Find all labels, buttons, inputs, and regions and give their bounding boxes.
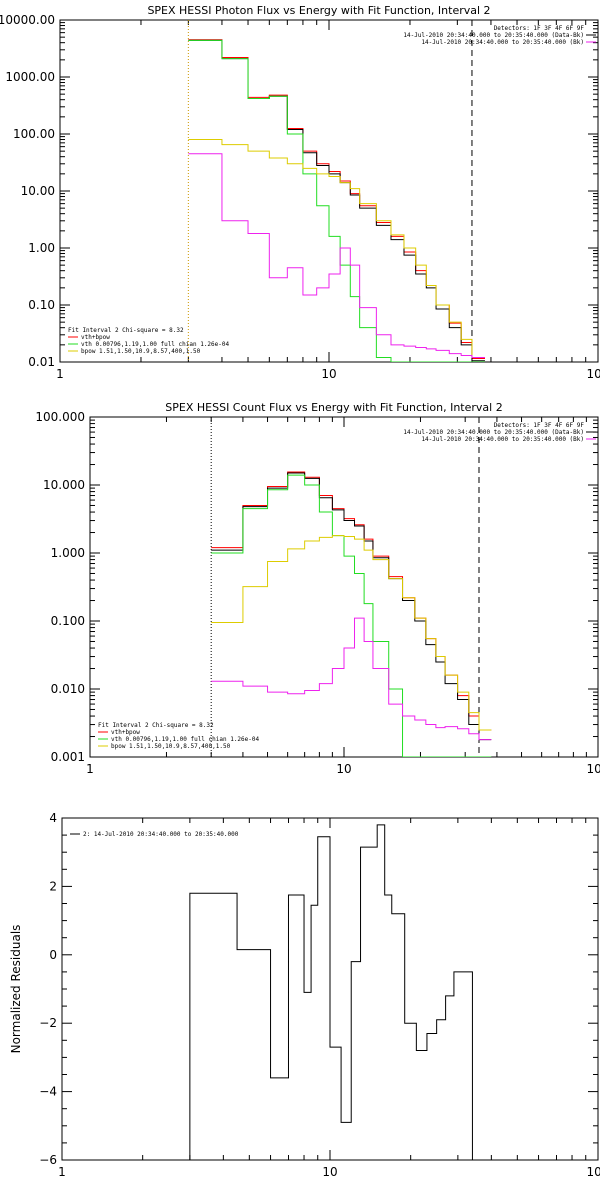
series-line-2 [211,472,492,741]
y-tick-label: 10000.00 [0,13,55,27]
y-tick-label: 100.00 [13,127,55,141]
panel-2: SPEX HESSI Count Flux vs Energy with Fit… [35,401,600,776]
y-tick-label: 100.000 [35,410,85,424]
x-tick-label: 10 [321,367,336,381]
y-tick-label: 0.100 [51,614,85,628]
chart-title: SPEX HESSI Photon Flux vs Energy with Fi… [147,4,490,17]
y-tick-label: 10.000 [43,478,85,492]
x-tick-label: 10 [336,762,351,776]
y-tick-label: −4 [39,1085,57,1099]
x-tick-label: 100 [587,1165,600,1179]
panel-3: 1 10 100 −6 −4 −2 0 2 4 Normalized Residuals 2: 14… [9,811,600,1179]
y-tick-label: 1000.00 [5,70,55,84]
legend-entry: 14-Jul-2010 20:34:40.000 to 20:35:40.000… [403,32,584,39]
y-tick-label: 1.00 [28,241,55,255]
y-tick-label: 0.01 [28,355,55,369]
legend-entry: 14-Jul-2010 20:34:40.000 to 20:35:40.000… [403,429,584,436]
series-line-4 [188,139,485,358]
x-tick-label: 1 [56,367,64,381]
y-tick-label: 4 [49,811,57,825]
legend-entry: vth+bpow [81,334,110,341]
y-tick-label: 1.000 [51,546,85,560]
x-tick-label: 1 [86,762,94,776]
x-tick-label: 100 [587,762,600,776]
y-tick-label: 0.10 [28,298,55,312]
y-tick-label: −6 [39,1153,57,1167]
y-tick-label: 0.010 [51,682,85,696]
legend-entry: bpow 1.51,1.50,10.9,8.57,400,1.50 [81,348,201,355]
plot-frame [59,19,599,363]
series-line-5 [188,153,485,358]
series-line-1 [188,39,485,360]
series-line-3 [188,39,485,362]
y-tick-label: 10.00 [21,184,55,198]
chart-title: SPEX HESSI Count Flux vs Energy with Fit… [165,401,502,414]
series-line-4 [211,535,492,731]
y-tick-label: 0.001 [51,750,85,764]
legend-detectors: Detectors: 1F 3F 4F 6F 9F [494,25,585,32]
legend-entry: 2: 14-Jul-2010 20:34:40.000 to 20:35:40.… [83,831,239,838]
legend-entry: vth+bpow [111,729,140,736]
y-tick-label: −2 [39,1016,57,1030]
x-tick-label: 100 [587,367,600,381]
series-line-1 [189,824,473,1160]
legend-entry: bpow 1.51,1.50,10.9,8.57,400,1.50 [111,743,231,750]
legend-detectors: Detectors: 1F 3F 4F 6F 9F [494,422,585,429]
panel-1: SPEX HESSI Photon Flux vs Energy with Fi… [0,4,600,381]
series-line-5 [211,617,492,741]
series-line-3 [211,474,492,757]
x-tick-label: 1 [58,1165,66,1179]
legend-entry: vth 0.00796,1.19,1.00 full chian 1.26e-0… [81,341,229,348]
y-axis-label: Normalized Residuals [9,925,23,1054]
legend-entry: 14-Jul-2010 20:34:40.000 to 20:35:40.000… [421,39,584,46]
legend-entry: vth 0.00796,1.19,1.00 full chian 1.26e-0… [111,736,259,743]
legend-fit-header: Fit Interval 2 Chi-square = 8.32 [98,722,214,729]
x-tick-label: 10 [322,1165,337,1179]
plot-frame [89,416,599,758]
y-tick-label: 2 [49,879,57,893]
y-tick-label: 0 [49,948,57,962]
legend-fit-header: Fit Interval 2 Chi-square = 8.32 [68,327,184,334]
legend-entry: 14-Jul-2010 20:34:40.000 to 20:35:40.000… [421,436,584,443]
series-line-2 [188,39,485,362]
series-line-1 [211,471,492,731]
